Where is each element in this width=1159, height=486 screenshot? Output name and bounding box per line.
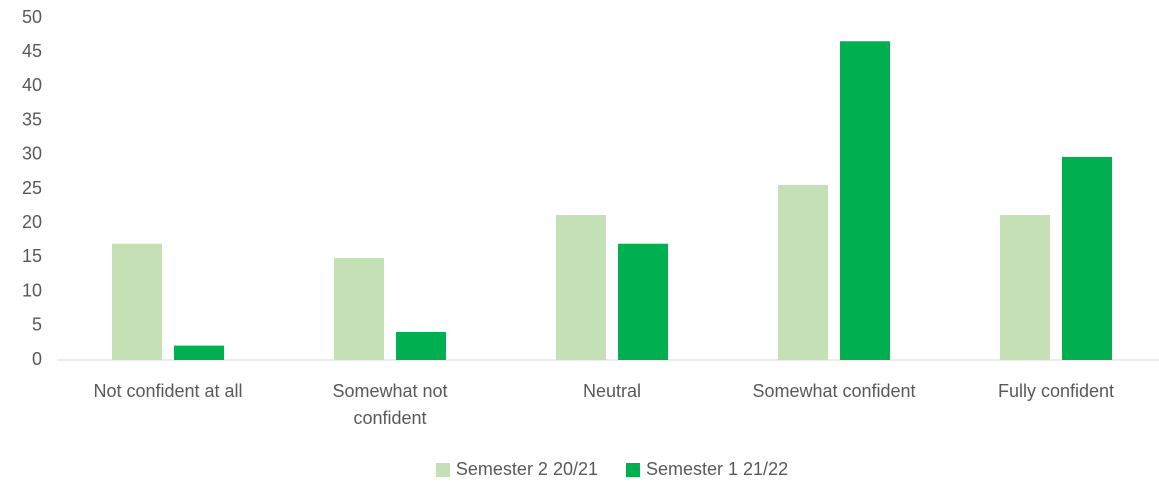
x-tick-label: Somewhat confident bbox=[752, 381, 915, 401]
bar bbox=[556, 214, 606, 360]
bar bbox=[112, 243, 162, 360]
y-tick-label: 45 bbox=[22, 41, 42, 61]
x-tick-label: Fully confident bbox=[998, 381, 1114, 401]
bar bbox=[174, 345, 224, 360]
legend-swatch bbox=[626, 463, 640, 477]
x-tick-label: Somewhat not confident bbox=[332, 381, 447, 428]
bar bbox=[1062, 156, 1112, 360]
y-tick-label: 0 bbox=[32, 349, 42, 369]
y-tick-label: 40 bbox=[22, 75, 42, 95]
y-tick-label: 30 bbox=[22, 144, 42, 164]
y-tick-label: 35 bbox=[22, 109, 42, 129]
y-tick-label: 15 bbox=[22, 246, 42, 266]
x-tick-label: Neutral bbox=[583, 381, 641, 401]
legend-label: Semester 2 20/21 bbox=[456, 459, 598, 479]
y-tick-label: 5 bbox=[32, 315, 42, 335]
bar bbox=[778, 184, 828, 360]
bar bbox=[618, 243, 668, 360]
y-tick-label: 50 bbox=[22, 7, 42, 27]
legend: Semester 2 20/21 Semester 1 21/22 bbox=[435, 459, 788, 479]
bar bbox=[840, 41, 890, 360]
bar bbox=[1000, 214, 1050, 360]
y-tick-label: 20 bbox=[22, 212, 42, 232]
legend-label: Semester 1 21/22 bbox=[646, 459, 788, 479]
legend-swatch bbox=[435, 463, 450, 477]
y-tick-label: 10 bbox=[22, 280, 42, 300]
x-tick-label: Not confident at all bbox=[93, 381, 242, 401]
y-tick-label: 25 bbox=[22, 178, 42, 198]
bar bbox=[396, 331, 446, 360]
bar bbox=[334, 258, 384, 360]
